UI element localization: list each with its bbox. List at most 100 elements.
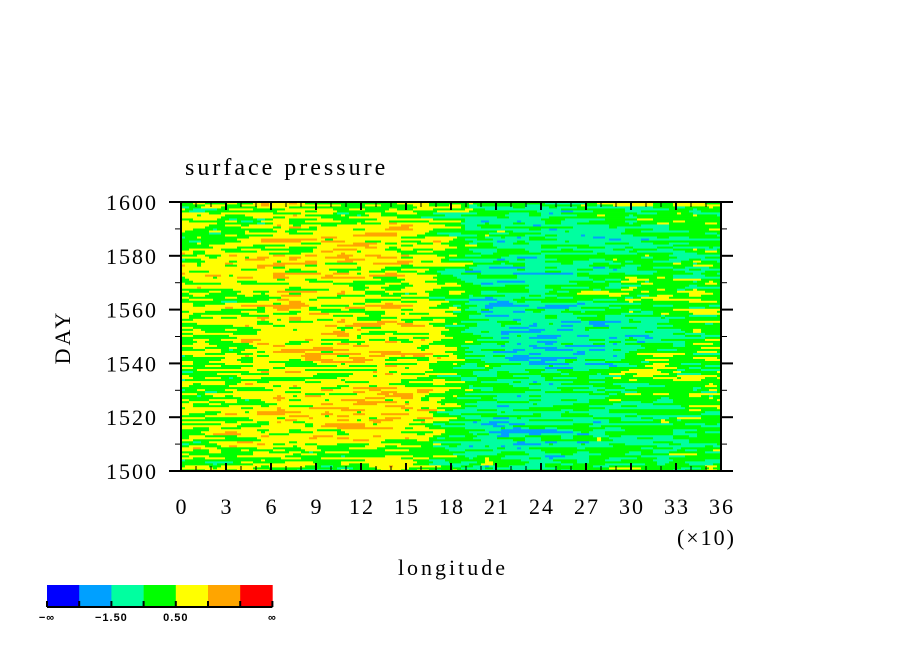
heatmap-cell (525, 206, 550, 209)
heatmap-cell (653, 202, 674, 205)
heatmap-cell (537, 306, 570, 309)
heatmap-cell (465, 352, 530, 355)
heatmap-cell (365, 412, 382, 416)
heatmap-cell (689, 242, 722, 245)
heatmap-cell (189, 220, 226, 223)
heatmap-cell (449, 434, 466, 438)
heatmap-cell (181, 370, 194, 374)
heatmap-cell (449, 388, 466, 392)
heatmap-cell (517, 220, 522, 223)
heatmap-cell (693, 388, 698, 392)
heatmap-cell (181, 202, 194, 205)
colorbar-swatch (143, 585, 177, 607)
heatmap-cell (705, 430, 722, 434)
heatmap-cell (569, 410, 610, 414)
heatmap-cell (429, 438, 482, 442)
heatmap-cell (249, 312, 274, 315)
heatmap-cell (681, 418, 722, 422)
heatmap-cell (469, 294, 474, 297)
heatmap-cell (501, 236, 506, 239)
heatmap-cell (305, 464, 322, 468)
heatmap-cell (265, 318, 278, 321)
heatmap-cell (577, 222, 630, 225)
heatmap-cell (393, 332, 430, 335)
heatmap-cell (649, 254, 670, 257)
heatmap-cell (641, 310, 654, 313)
heatmap-cell (697, 288, 722, 291)
heatmap-cell (593, 262, 610, 265)
heatmap-cell (513, 206, 526, 209)
heatmap-cell (229, 444, 238, 448)
heatmap-cell (593, 268, 614, 271)
heatmap-cell (465, 268, 474, 271)
heatmap-cell (385, 242, 398, 245)
heatmap-cell (573, 348, 590, 351)
heatmap-cell (385, 228, 414, 231)
heatmap-cell (377, 218, 434, 221)
heatmap-cell (441, 330, 462, 333)
heatmap-cell (681, 362, 702, 366)
heatmap-cell (285, 344, 354, 347)
heatmap-cell (621, 326, 638, 329)
heatmap-cell (621, 376, 654, 380)
heatmap-cell (345, 320, 378, 323)
heatmap-cell (485, 296, 494, 299)
heatmap-cell (557, 386, 590, 390)
heatmap-cell (265, 458, 366, 462)
heatmap-cell (221, 402, 278, 406)
heatmap-cell (265, 222, 274, 225)
heatmap-cell (321, 356, 350, 359)
heatmap-cell (561, 460, 578, 464)
heatmap-cell (233, 340, 242, 343)
heatmap-cell (237, 264, 258, 267)
heatmap-cell (613, 268, 618, 271)
heatmap-cell (673, 434, 690, 438)
heatmap-cell (185, 276, 214, 279)
heatmap-cell (417, 362, 430, 366)
heatmap-cell (333, 358, 354, 361)
heatmap-cell (269, 360, 314, 363)
heatmap-cell (673, 432, 698, 436)
heatmap-cell (385, 266, 470, 269)
heatmap-cell (373, 422, 378, 426)
heatmap-cell (457, 396, 482, 400)
heatmap-cell (325, 422, 366, 426)
heatmap-cell (657, 348, 678, 351)
heatmap-cell (501, 226, 506, 229)
heatmap-cell (413, 228, 434, 231)
heatmap-cell (413, 208, 434, 211)
heatmap-cell (657, 294, 674, 297)
heatmap-cell (561, 320, 582, 323)
heatmap-cell (609, 398, 622, 402)
heatmap-cell (661, 338, 706, 341)
heatmap-cell (321, 402, 334, 406)
colorbar-swatch (175, 585, 209, 607)
heatmap-cell (585, 442, 610, 446)
heatmap-cell (185, 236, 198, 239)
heatmap-cell (205, 432, 214, 436)
heatmap-cell (541, 414, 562, 418)
heatmap-cell (669, 208, 694, 211)
heatmap-cell (545, 260, 574, 263)
heatmap-cell (541, 228, 550, 231)
heatmap-cell (489, 222, 514, 225)
heatmap-cell (289, 450, 302, 454)
heatmap-cell (501, 444, 506, 448)
heatmap-cell (393, 398, 422, 402)
heatmap-cell (521, 458, 554, 462)
heatmap-cell (673, 304, 710, 307)
heatmap-cell (225, 394, 234, 398)
heatmap-cell (601, 436, 610, 440)
heatmap-cell (673, 422, 686, 426)
heatmap-cell (641, 290, 650, 293)
heatmap-cell (621, 280, 638, 283)
heatmap-cell (577, 304, 610, 307)
heatmap-cell (637, 252, 674, 255)
heatmap-cell (529, 370, 542, 374)
heatmap-cell (429, 292, 450, 295)
heatmap-cell (417, 438, 430, 442)
heatmap-cell (401, 430, 434, 434)
heatmap-cell (429, 294, 470, 297)
colorbar-swatch (111, 585, 144, 607)
heatmap-cell (385, 372, 394, 376)
